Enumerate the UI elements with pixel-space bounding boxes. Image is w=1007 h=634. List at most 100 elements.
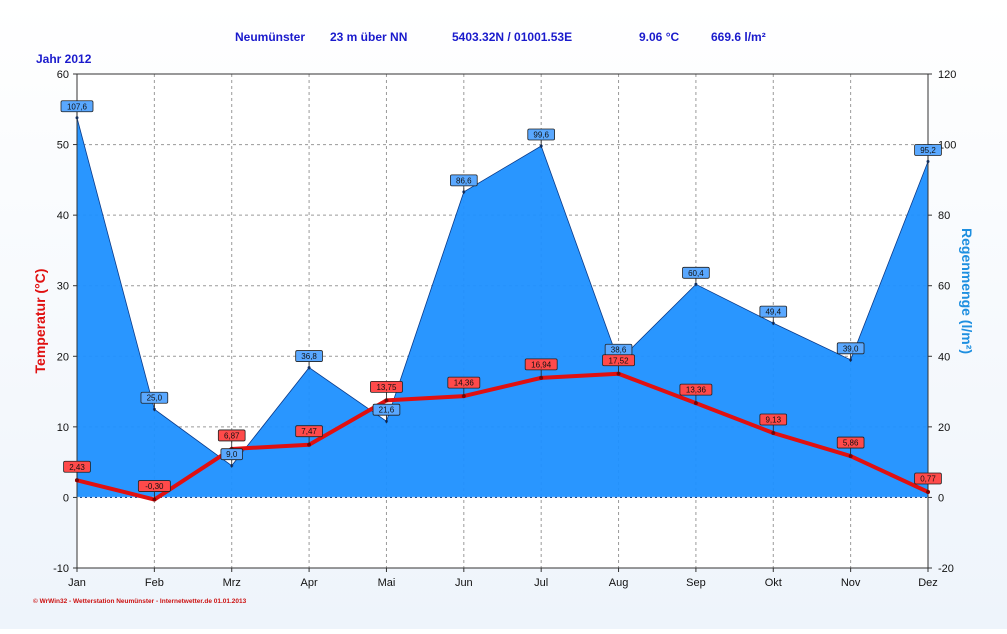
y-tick-label: 30	[57, 281, 69, 293]
rain-data-label: 86,6	[450, 174, 478, 194]
y-tick-label: 0	[63, 492, 69, 504]
y-tick-label: 50	[57, 140, 69, 152]
label-box	[836, 342, 865, 355]
year-label: Jahr 2012	[36, 52, 92, 66]
temperature-data-label: 16,94	[524, 358, 558, 378]
label-box	[217, 429, 246, 442]
temperature-data-label: 14,36	[447, 376, 481, 397]
rain-data-label: 36,8	[295, 350, 323, 370]
x-tick-label: Jun	[455, 577, 473, 589]
label-text: 5,86	[843, 439, 859, 448]
label-box	[370, 380, 403, 393]
temperature-data-label: 0,77	[914, 472, 942, 492]
label-text: 16,94	[531, 360, 552, 369]
temperature-data-label: 2,43	[63, 460, 91, 481]
label-box	[759, 305, 788, 318]
rain-data-label: 25,0	[140, 391, 169, 412]
label-text: 107,6	[67, 102, 88, 111]
temperature-data-label: -0,30	[137, 480, 171, 500]
header-mean-temperature: 9.06 °C	[639, 30, 679, 44]
label-box	[450, 174, 478, 187]
label-text: 49,4	[765, 308, 781, 317]
label-box	[295, 350, 323, 362]
y2-axis-title: Regenmenge (l/m²)	[959, 228, 975, 354]
y-tick-label: 20	[57, 351, 69, 363]
rain-data-label: 49,4	[759, 305, 788, 326]
temperature-data-label: 17,52	[602, 354, 635, 374]
temperature-line	[75, 371, 930, 502]
header-station: Neumünster	[235, 30, 305, 44]
label-box	[140, 391, 169, 404]
label-box	[679, 383, 713, 396]
label-text: 36,8	[301, 352, 317, 361]
y2-tick-label: -20	[938, 563, 954, 575]
label-text: 7,47	[301, 427, 317, 436]
y-tick-label: 60	[57, 69, 69, 81]
plot-frame	[76, 73, 929, 569]
y2-tick-label: 60	[938, 281, 950, 293]
label-text: 6,87	[224, 431, 240, 440]
label-box	[836, 436, 865, 449]
rain-data-label: 107,6	[60, 100, 94, 120]
temperature-data-label: 7,47	[295, 425, 323, 445]
rain-data-label: 99,6	[527, 128, 555, 148]
y2-tick-label: 0	[938, 492, 944, 504]
y2-tick-label: 100	[938, 140, 956, 152]
label-box	[137, 480, 171, 492]
label-box	[527, 128, 555, 141]
label-box	[447, 376, 481, 389]
label-text: 14,36	[454, 379, 475, 388]
x-tick-label: Dez	[918, 577, 938, 589]
y-tick-label: -10	[53, 563, 69, 575]
header-total-rain: 669.6 l/m²	[711, 30, 766, 44]
label-text: 38,6	[611, 346, 627, 355]
rain-data-label: 39,0	[836, 342, 865, 362]
header-coordinates: 5403.32N / 01001.53E	[452, 30, 572, 44]
label-box	[295, 425, 323, 438]
label-text: 0,77	[920, 474, 936, 483]
data-labels: 107,6 25,0 9,0 36,8 21,6 86,6 99,6 38,6 60,4 49,4…	[60, 100, 942, 500]
label-text: 95,2	[920, 146, 936, 155]
label-box	[602, 354, 635, 367]
label-text: 86,6	[456, 176, 472, 185]
axes: -10 0 10 20 30 40 50 60 -20 0 20 40 60 80 100 120 Jan Feb…	[32, 69, 975, 589]
y2-tick-label: 20	[938, 422, 950, 434]
label-text: -0,30	[145, 482, 164, 491]
x-tick-label: Sep	[686, 577, 706, 589]
temperature-data-label: 5,86	[836, 436, 865, 457]
label-text: 17,52	[609, 356, 630, 365]
temperature-data-label: 6,87	[217, 429, 246, 449]
label-text: 13,75	[376, 383, 397, 392]
label-text: 9,13	[765, 415, 781, 424]
label-box	[60, 100, 94, 113]
x-tick-label: Mai	[378, 577, 396, 589]
label-box	[682, 266, 710, 279]
y-tick-label: 40	[57, 210, 69, 222]
y-tick-label: 10	[57, 422, 69, 434]
label-text: 13,36	[686, 386, 707, 395]
x-tick-label: Okt	[765, 577, 782, 589]
label-box	[524, 358, 558, 371]
temperature-data-label: 13,36	[679, 383, 713, 404]
rain-data-label: 21,6	[372, 403, 401, 424]
x-tick-label: Jan	[68, 577, 86, 589]
label-box	[372, 403, 401, 416]
y2-tick-label: 40	[938, 351, 950, 363]
temperature-data-label: 13,75	[370, 380, 403, 401]
label-box	[759, 413, 788, 426]
label-box	[914, 472, 942, 485]
label-box	[63, 460, 91, 473]
x-tick-label: Nov	[841, 577, 861, 589]
header-altitude: 23 m über NN	[330, 30, 407, 44]
label-text: 21,6	[379, 406, 395, 415]
y-axis-title: Temperatur (°C)	[32, 269, 48, 374]
y2-tick-label: 120	[938, 69, 956, 81]
x-tick-label: Mrz	[223, 577, 241, 589]
label-text: 25,0	[147, 394, 163, 403]
label-text: 99,6	[533, 130, 549, 139]
x-tick-label: Jul	[534, 577, 548, 589]
footer-credit: © WrWin32 - Wetterstation Neumünster - I…	[33, 597, 247, 605]
rain-data-label: 60,4	[682, 266, 710, 287]
